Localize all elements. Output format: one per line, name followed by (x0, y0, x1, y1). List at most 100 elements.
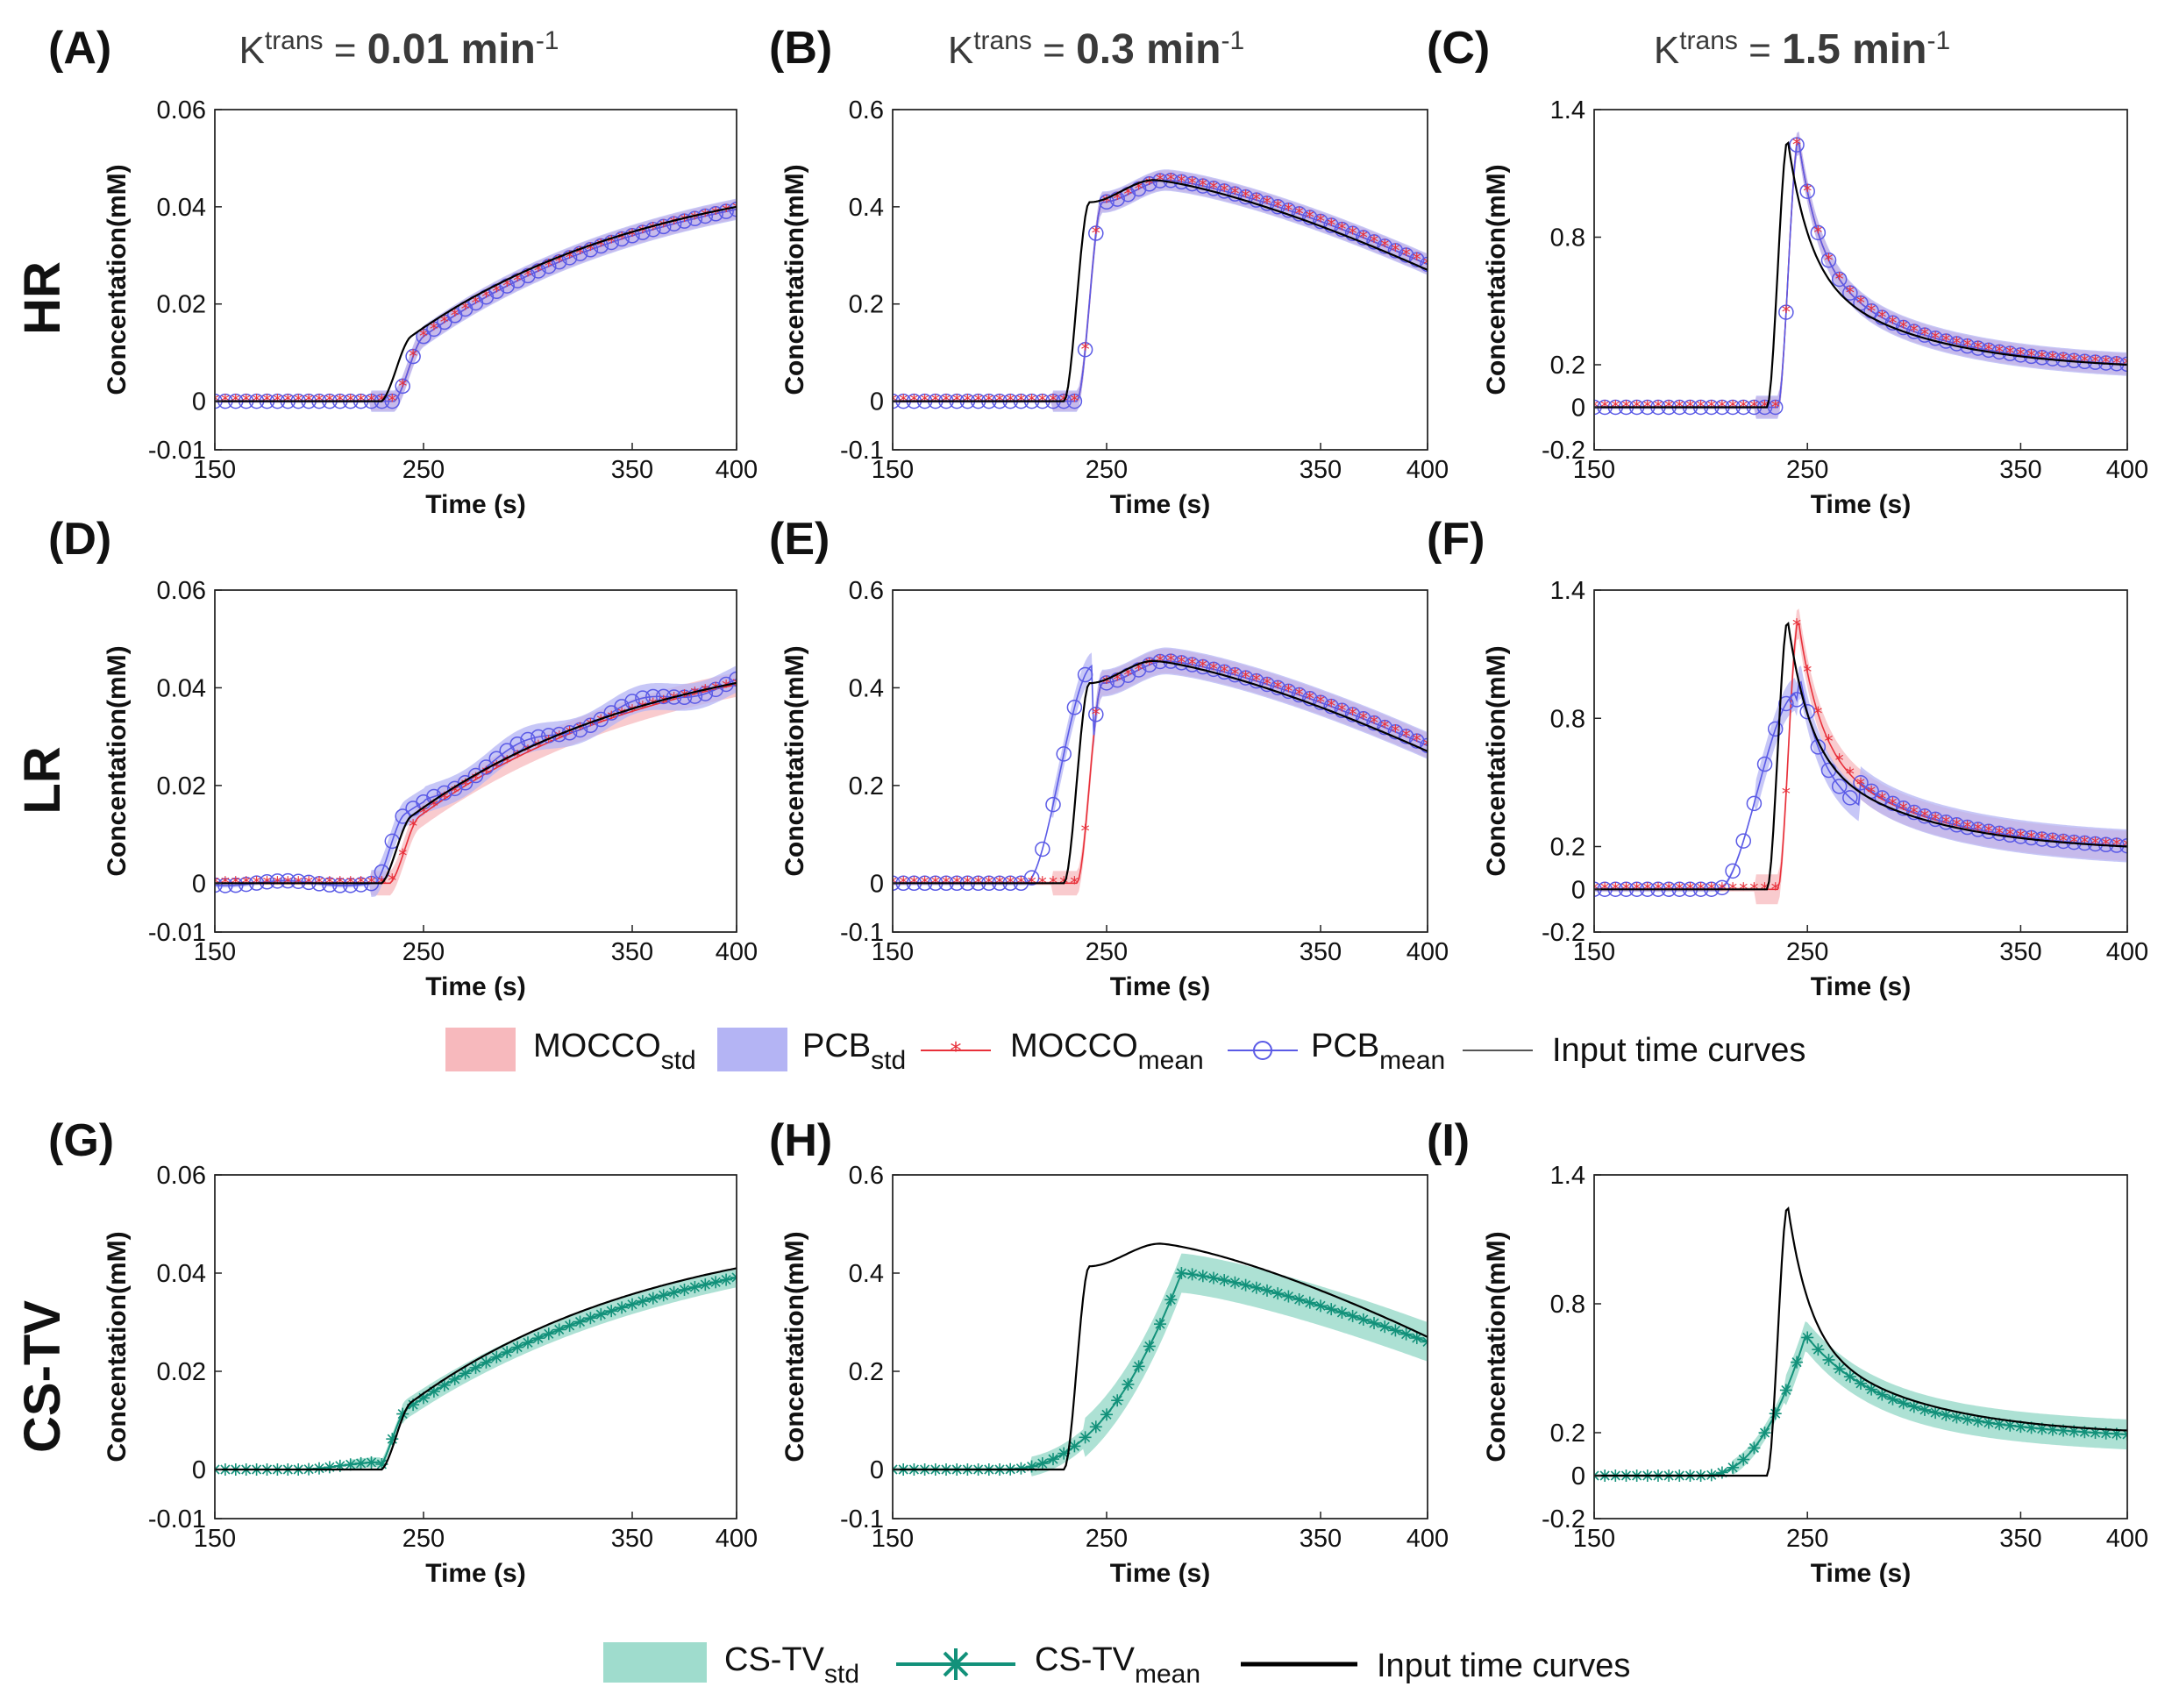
pcb-mean-marker (1938, 815, 1955, 830)
mocco-mean-marker: * (2038, 347, 2047, 368)
pcb-mean-marker (551, 726, 567, 743)
cstv-mean-marker (563, 1319, 576, 1332)
mocco-mean-marker: * (1813, 703, 1822, 724)
mocco-mean-marker: * (649, 219, 658, 240)
pcb-std-band (215, 198, 737, 412)
mocco-mean-marker: * (1113, 670, 1122, 691)
mocco-mean-marker: * (440, 311, 449, 332)
pcb-mean-marker (1088, 707, 1104, 722)
pcb-mean-marker (541, 258, 557, 274)
pcb-mean-marker (520, 267, 536, 284)
mocco-mean-marker: * (1242, 667, 1250, 688)
panel-letter: (F) (1427, 514, 1485, 565)
legend-swatch-mocco-std (445, 1028, 516, 1071)
mocco-mean-marker: * (1423, 735, 1432, 756)
mocco-mean-marker: * (1792, 134, 1801, 155)
column-title-1: Ktrans = 0.01 min-1 (239, 26, 559, 73)
mocco-mean-marker: * (1995, 823, 2004, 844)
y-tick-label: 0.6 (849, 577, 884, 605)
mocco-mean-marker: * (1931, 328, 1940, 349)
mocco-mean-marker: * (732, 199, 741, 220)
mocco-mean-marker: * (2005, 343, 2014, 364)
cstv-mean-marker (584, 1312, 597, 1325)
x-tick-label: 400 (2106, 1525, 2148, 1553)
cstv-mean-marker (2046, 1423, 2059, 1436)
x-tick-label: 250 (1086, 1525, 1128, 1553)
pcb-mean-marker (405, 348, 421, 365)
cstv-mean-marker (1961, 1413, 1974, 1426)
pcb-mean-marker (666, 689, 682, 705)
mocco-mean-marker: * (481, 763, 490, 784)
mocco-mean-marker: * (1867, 301, 1876, 322)
mocco-mean-marker: * (1220, 181, 1228, 202)
x-tick-label: 400 (1407, 1525, 1449, 1553)
cstv-mean-marker (1843, 1370, 1856, 1384)
panel-letter: (C) (1427, 23, 1490, 74)
x-tick-label: 150 (194, 456, 236, 484)
pcb-mean-marker (1344, 225, 1361, 242)
y-tick-label: 0 (192, 1456, 206, 1484)
cstv-mean-marker (459, 1367, 472, 1380)
plot-frame (892, 589, 1428, 933)
mocco-mean-marker: * (534, 737, 543, 758)
mocco-mean-marker: * (576, 243, 585, 264)
mocco-mean-marker: * (1984, 339, 1993, 360)
cstv-mean-marker (1748, 1441, 1761, 1455)
y-tick-label: 0 (1571, 395, 1585, 423)
pcb-mean-marker (1917, 808, 1933, 824)
mocco-mean-marker: * (2016, 345, 2025, 366)
mocco-mean-marker: * (2038, 829, 2047, 850)
mocco-mean-marker: * (1846, 282, 1855, 303)
mocco-mean-marker: * (523, 265, 532, 286)
pcb-mean-marker (467, 767, 484, 784)
plot-frame (892, 1174, 1428, 1519)
y-tick-label: 0.2 (1550, 352, 1585, 380)
pcb-mean-marker (1259, 676, 1275, 693)
y-tick-label: 1.4 (1550, 577, 1585, 605)
panel-letter: (I) (1427, 1115, 1470, 1166)
cstv-std-band (1594, 1321, 2127, 1477)
plot-area: ****************************************… (1594, 131, 2127, 419)
mocco-mean-marker: * (1349, 704, 1357, 725)
mocco-mean-marker: * (1316, 692, 1325, 713)
mocco-mean-marker: * (545, 732, 553, 753)
panel-g: (G) 150 250 350 400 -0.01 0 0.02 0.04 0.06 Time (s… (48, 1115, 758, 1588)
pcb-mean-marker (666, 216, 682, 231)
plot-area: ****************************************… (893, 647, 1432, 896)
mocco-mean-marker: * (711, 203, 720, 224)
mocco-mean-marker: * (1306, 207, 1314, 228)
mocco-mean-marker: * (502, 275, 511, 296)
y-tick-label: -0.2 (1542, 919, 1585, 947)
pcb-mean-marker (676, 689, 693, 706)
mocco-mean-marker: * (659, 216, 668, 237)
panel-letter: (G) (48, 1115, 114, 1166)
plot-area (215, 1267, 737, 1476)
pcb-mean-marker (1259, 196, 1275, 211)
pcb-mean-marker (1959, 819, 1976, 836)
cstv-mean-marker (699, 1278, 712, 1292)
legend-label-pcb-std: PCBstd (802, 1028, 906, 1075)
cstv-mean-marker (1143, 1340, 1156, 1353)
mocco-mean-marker: * (1782, 783, 1791, 804)
y-tick-label: 0.04 (157, 1260, 206, 1288)
input-time-curve (1594, 1206, 2127, 1477)
pcb-mean-marker (1420, 737, 1428, 754)
pcb-mean-marker (1334, 702, 1350, 719)
pcb-mean-marker (1789, 137, 1805, 153)
y-tick-label: 0.2 (849, 1358, 884, 1386)
mocco-mean-marker: * (2027, 828, 2036, 849)
pcb-mean-marker (614, 231, 630, 247)
y-axis-label: Concentation(mM) (780, 645, 809, 876)
plot-area (1594, 1206, 2127, 1482)
y-axis-label: Concentation(mM) (1482, 645, 1511, 876)
mocco-mean-marker: * (1402, 245, 1411, 266)
panel-d: (D)* * * * * * * * * * * * * * * * * **** * * * * * * * * * * * * * * * *… (48, 514, 758, 1001)
legend-label-input-bottom: Input time curves (1377, 1648, 1630, 1684)
plot-frame-outline (214, 1174, 737, 1519)
pcb-mean-marker (1216, 183, 1232, 199)
panel-i: (I) 150 250 350 400 -0.2 0 0.2 0.8 1.4 Time (s) Con… (1427, 1115, 2148, 1588)
mocco-mean-marker: * (1081, 339, 1090, 360)
panel-letter: (H) (769, 1115, 832, 1166)
pcb-mean-marker (1142, 176, 1157, 192)
